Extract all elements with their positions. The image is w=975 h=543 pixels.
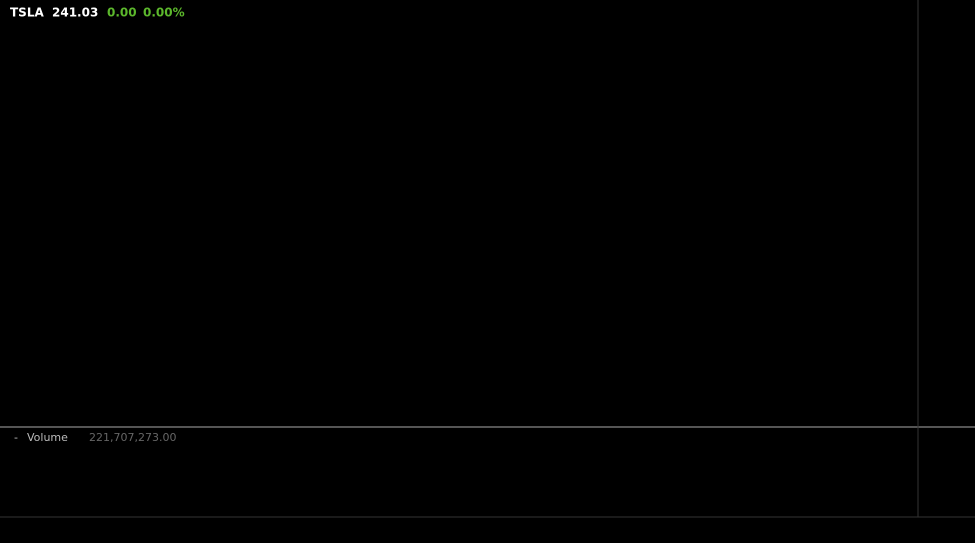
- change: 0.00: [107, 6, 137, 20]
- labels: TSLA 241.03 0.00 0.00% - Volume 221,707,…: [10, 6, 185, 445]
- change-percent: 0.00%: [143, 6, 185, 20]
- last-price: 241.03: [52, 6, 98, 20]
- volume-readout: 221,707,273.00: [89, 431, 176, 444]
- volume-title: Volume: [27, 431, 68, 444]
- volume-toggle[interactable]: -: [14, 431, 18, 444]
- ticker: TSLA: [10, 6, 44, 20]
